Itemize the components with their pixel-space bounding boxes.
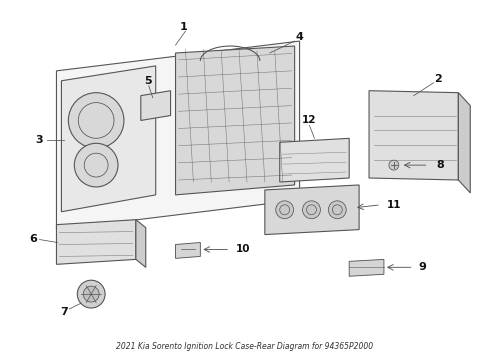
- Polygon shape: [458, 93, 470, 193]
- Circle shape: [69, 93, 124, 148]
- Text: 10: 10: [236, 244, 250, 255]
- Circle shape: [77, 280, 105, 308]
- Circle shape: [302, 201, 320, 219]
- Text: 5: 5: [144, 76, 151, 86]
- Polygon shape: [61, 66, 156, 212]
- Polygon shape: [136, 220, 146, 267]
- Text: 2021 Kia Sorento Ignition Lock Case-Rear Diagram for 94365P2000: 2021 Kia Sorento Ignition Lock Case-Rear…: [117, 342, 373, 351]
- Polygon shape: [175, 243, 200, 258]
- Text: 3: 3: [36, 135, 44, 145]
- Polygon shape: [175, 46, 294, 195]
- Polygon shape: [280, 138, 349, 182]
- Text: 1: 1: [180, 22, 187, 32]
- Text: 2: 2: [435, 74, 442, 84]
- Text: 8: 8: [437, 160, 444, 170]
- Circle shape: [74, 143, 118, 187]
- Circle shape: [276, 201, 294, 219]
- Text: 9: 9: [418, 262, 426, 272]
- Text: 12: 12: [302, 116, 317, 126]
- Text: 4: 4: [295, 32, 303, 42]
- Text: 6: 6: [30, 234, 38, 244]
- Text: 11: 11: [387, 200, 401, 210]
- Polygon shape: [369, 91, 458, 180]
- Text: 7: 7: [61, 307, 68, 317]
- Circle shape: [83, 286, 99, 302]
- Circle shape: [328, 201, 346, 219]
- Polygon shape: [56, 41, 299, 230]
- Polygon shape: [56, 220, 136, 264]
- Polygon shape: [141, 91, 171, 121]
- Polygon shape: [265, 185, 359, 235]
- Circle shape: [389, 160, 399, 170]
- Polygon shape: [349, 260, 384, 276]
